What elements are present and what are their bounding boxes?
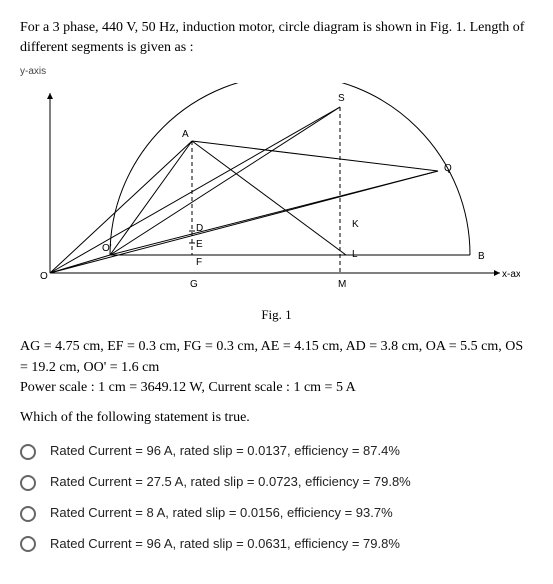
svg-text:S: S	[338, 93, 345, 104]
svg-text:O: O	[40, 271, 48, 282]
question-text: Which of the following statement is true…	[20, 408, 533, 428]
svg-text:O': O'	[102, 243, 112, 254]
radio-icon	[20, 506, 36, 522]
option-label: Rated Current = 27.5 A, rated slip = 0.0…	[50, 473, 411, 492]
svg-text:Q: Q	[444, 163, 452, 174]
option-1[interactable]: Rated Current = 96 A, rated slip = 0.013…	[20, 442, 533, 461]
figure-caption: Fig. 1	[20, 306, 533, 325]
givens-line-1: AG = 4.75 cm, EF = 0.3 cm, FG = 0.3 cm, …	[20, 337, 533, 378]
svg-text:x-axis: x-axis	[502, 269, 520, 280]
option-label: Rated Current = 96 A, rated slip = 0.063…	[50, 535, 400, 554]
svg-text:B: B	[478, 251, 485, 262]
radio-icon	[20, 444, 36, 460]
svg-text:G: G	[190, 279, 198, 290]
option-label: Rated Current = 8 A, rated slip = 0.0156…	[50, 504, 393, 523]
circle-diagram: x-axis O O' G M B L K S A DEF Q	[20, 83, 533, 300]
svg-text:F: F	[196, 257, 202, 268]
svg-text:L: L	[352, 249, 358, 260]
option-2[interactable]: Rated Current = 27.5 A, rated slip = 0.0…	[20, 473, 533, 492]
givens-line-2: Power scale : 1 cm = 3649.12 W, Current …	[20, 378, 533, 398]
option-3[interactable]: Rated Current = 8 A, rated slip = 0.0156…	[20, 504, 533, 523]
svg-text:D: D	[196, 223, 203, 234]
option-4[interactable]: Rated Current = 96 A, rated slip = 0.063…	[20, 535, 533, 554]
svg-text:E: E	[196, 239, 203, 250]
option-label: Rated Current = 96 A, rated slip = 0.013…	[50, 442, 400, 461]
problem-intro: For a 3 phase, 440 V, 50 Hz, induction m…	[20, 18, 533, 59]
radio-icon	[20, 536, 36, 552]
y-axis-label: y-axis	[20, 65, 533, 80]
radio-icon	[20, 475, 36, 491]
svg-text:M: M	[338, 279, 346, 290]
given-values: AG = 4.75 cm, EF = 0.3 cm, FG = 0.3 cm, …	[20, 337, 533, 398]
svg-text:K: K	[352, 219, 359, 230]
svg-text:A: A	[182, 129, 189, 140]
options-list: Rated Current = 96 A, rated slip = 0.013…	[20, 442, 533, 553]
